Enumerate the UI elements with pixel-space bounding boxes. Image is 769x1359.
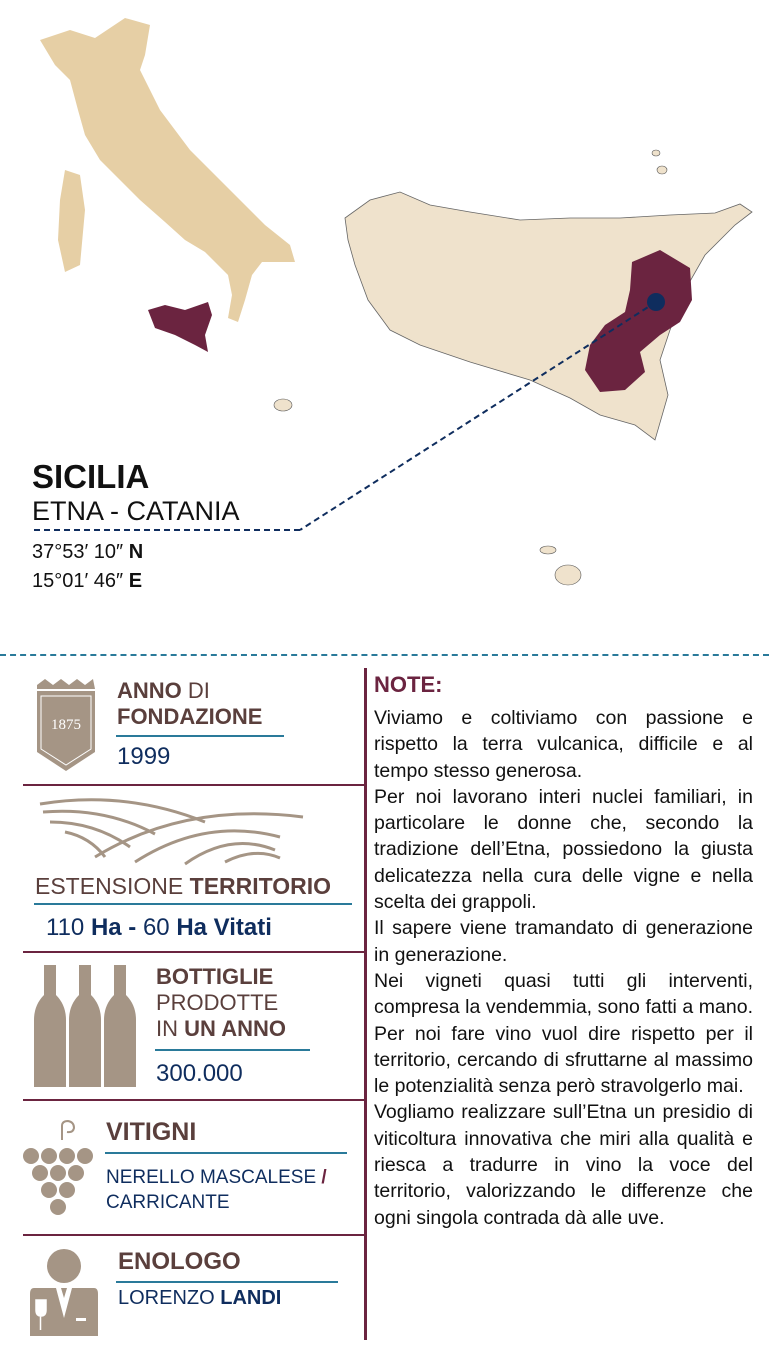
note-paragraph: Nei vigneti quasi tutti gli interventi, … [374, 969, 753, 1098]
italy-map [40, 18, 295, 322]
lat-dir: N [128, 541, 144, 563]
note-body: Viviamo e coltiviamo con passione e risp… [374, 705, 753, 1231]
note-paragraph: Il sapere viene tramandato di generazion… [374, 917, 753, 966]
row-divider [23, 1099, 364, 1101]
sicily-map [344, 191, 753, 441]
bottles-value: 300.000 [156, 1060, 243, 1087]
note-paragraph: Viviamo e coltiviamo con passione e risp… [374, 707, 753, 782]
bottles-icon [34, 965, 136, 1087]
hills-icon [39, 798, 304, 866]
row-divider [23, 951, 364, 953]
grapes-label: VITIGNI [106, 1118, 197, 1146]
rule [116, 735, 284, 737]
crest-icon: 1875 [37, 679, 95, 771]
oenologist-name: LORENZO LANDI [118, 1287, 282, 1309]
territory-value: 110 Ha - 60 Ha Vitati [46, 914, 272, 941]
longitude: 15°01′ 46″ E [32, 570, 142, 593]
row-divider [23, 1234, 364, 1236]
oenologist-icon [30, 1249, 98, 1336]
island [651, 149, 661, 157]
row-divider [23, 784, 364, 786]
section-divider [0, 654, 769, 656]
bottles-label: BOTTIGLIE PRODOTTE IN UN ANNO [156, 964, 286, 1041]
founding-year: 1999 [117, 743, 171, 770]
lat-value: 37°53′ 10″ [32, 541, 124, 563]
note-paragraph: Per noi lavorano interi nuclei familiari… [374, 785, 753, 914]
oenologist-label: ENOLOGO [118, 1248, 241, 1275]
island [656, 165, 668, 175]
lon-dir: E [128, 570, 143, 592]
island [273, 398, 293, 412]
island [539, 545, 557, 555]
note-paragraph: Vogliamo realizzare sull’Etna un presidi… [374, 1101, 753, 1229]
svg-text:1875: 1875 [51, 717, 81, 733]
region-name: SICILIA [32, 458, 150, 495]
note-title: NOTE: [374, 672, 443, 697]
rule [105, 1152, 347, 1154]
leader-line [299, 301, 657, 531]
lon-value: 15°01′ 46″ [32, 570, 124, 592]
rule [34, 903, 352, 905]
latitude: 37°53′ 10″ N [32, 541, 143, 564]
column-divider [364, 668, 367, 1340]
island [554, 564, 582, 586]
rule [155, 1049, 310, 1051]
grapes-icon [23, 1120, 93, 1215]
grapes-value: NERELLO MASCALESE / CARRICANTE [106, 1167, 327, 1213]
sicily-small-highlight [148, 302, 212, 352]
etna-area-highlight [585, 250, 692, 392]
founding-label: ANNO DI FONDAZIONE [117, 678, 263, 729]
area-name: ETNA - CATANIA [32, 496, 240, 526]
etna-location-dot [647, 293, 665, 311]
territory-label: ESTENSIONE TERRITORIO [35, 873, 332, 899]
map-area [30, 18, 753, 586]
rule [116, 1281, 338, 1283]
